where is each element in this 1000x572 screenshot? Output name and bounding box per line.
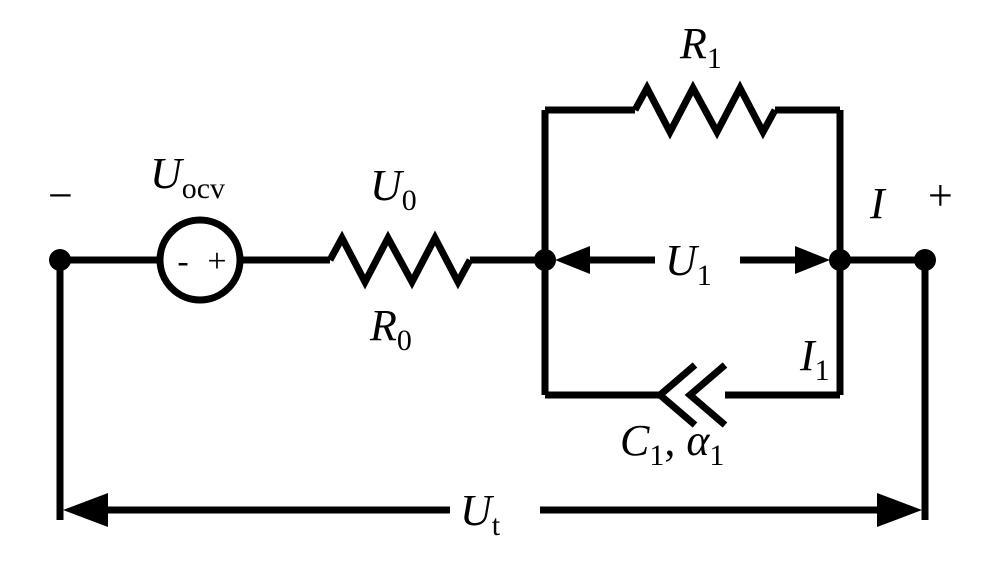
u1-arrow-right-head — [795, 246, 830, 274]
u0-label: U0 — [370, 161, 417, 217]
ut-arrow-right-head — [877, 493, 922, 527]
circuit-diagram: − - + Uocv U0 R0 R1 + I — [0, 0, 1000, 572]
source-minus: - — [177, 243, 188, 280]
voltage-source — [160, 220, 240, 300]
minus-terminal-label: − — [45, 171, 75, 220]
c1-alpha1-label: C1, α1 — [620, 416, 724, 472]
ut-arrow-left-head — [63, 493, 108, 527]
u1-label: U1 — [665, 236, 712, 292]
right-terminal-node — [914, 249, 936, 271]
u1-arrow-left-head — [555, 246, 590, 274]
plus-terminal-label: + — [925, 171, 955, 220]
i-label: I — [869, 179, 887, 228]
r0-label: R0 — [369, 301, 412, 357]
ut-label: Ut — [460, 486, 501, 542]
resistor-r1 — [635, 88, 775, 132]
i1-label: I1 — [799, 331, 830, 387]
resistor-r0 — [330, 238, 470, 282]
r1-label: R1 — [679, 19, 722, 75]
source-plus: + — [207, 243, 226, 280]
uocv-label: Uocv — [150, 149, 225, 205]
